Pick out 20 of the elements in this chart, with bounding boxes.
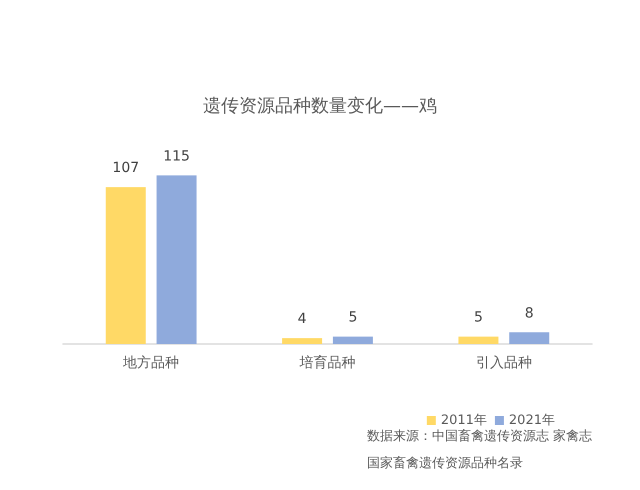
text: 国家畜禽遗传资源品种名录 bbox=[367, 455, 523, 471]
data-label: 8 bbox=[524, 305, 534, 322]
data-label: 5 bbox=[474, 310, 483, 326]
bar bbox=[106, 187, 146, 344]
bar bbox=[332, 336, 373, 344]
data-label: 5 bbox=[348, 310, 358, 326]
x-tick-label: 地方品种 bbox=[122, 355, 180, 371]
x-tick-label: 引入品种 bbox=[476, 355, 532, 371]
x-tick-label: 培育品种 bbox=[298, 354, 356, 371]
data-label: 107 bbox=[112, 160, 140, 176]
bar bbox=[156, 175, 197, 344]
bar bbox=[282, 338, 322, 344]
bar bbox=[509, 332, 550, 344]
legend-label: 2021年 bbox=[508, 413, 556, 428]
chart-title: 遗传资源品种数量变化——鸡 bbox=[203, 96, 437, 116]
legend-label: 2011年 bbox=[440, 413, 487, 428]
bar bbox=[458, 336, 498, 344]
data-label: 4 bbox=[298, 311, 307, 328]
source-note: 数据来源：中国畜禽遗传资源志 家禽志 bbox=[367, 428, 592, 444]
data-label: 115 bbox=[163, 148, 190, 164]
